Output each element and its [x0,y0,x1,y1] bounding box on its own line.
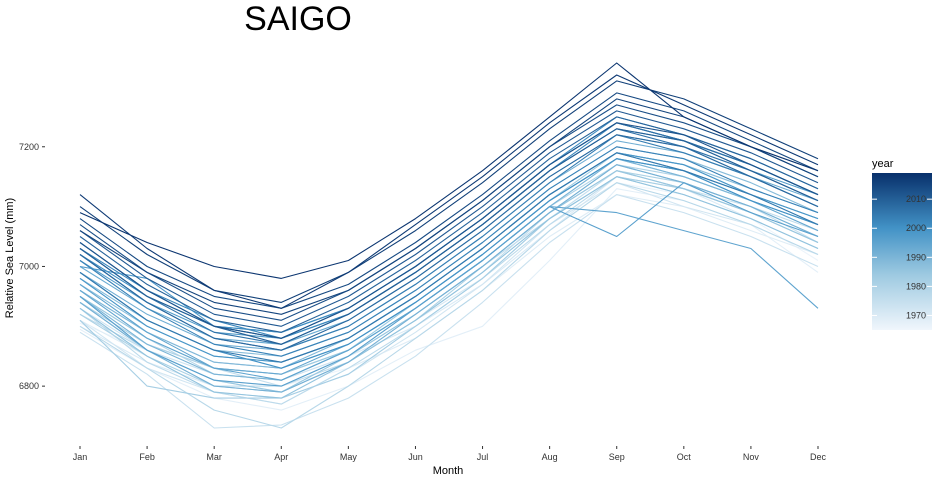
series-lines [79,62,819,429]
series-line-1985 [79,170,819,393]
legend-tick-label: 1970 [906,310,926,320]
x-tick-label: Aug [542,452,558,462]
series-line-1987 [79,152,819,363]
y-tick-label: 7000 [19,261,39,271]
series-line-2003 [79,146,819,357]
legend-ticks: 1970 1980 1990 2000 2010 [872,194,932,320]
x-axis: Jan Feb Mar Apr May Jun Jul Aug Sep Oct Nov Dec [73,446,827,462]
x-tick-label: Apr [274,452,288,462]
series-line-1979 [79,158,819,381]
x-tick-label: May [340,452,358,462]
series-line-1991 [79,164,819,393]
x-tick-label: Nov [743,452,760,462]
series-line-1984 [79,152,819,375]
x-tick-label: Dec [810,452,827,462]
x-tick-label: Oct [677,452,692,462]
legend-tick-label: 1980 [906,281,926,291]
y-axis: 6800 7000 7200 [19,142,45,391]
series-line-1992 [79,140,819,351]
x-axis-label: Month [433,465,464,477]
series-line-1996 [79,182,819,387]
series-line-1971 [79,170,819,393]
x-tick-label: Jul [477,452,489,462]
series-line-1983 [79,158,819,369]
series-line-1986 [79,176,819,399]
series-line-2000 [79,158,819,369]
series-line-1978 [79,182,819,429]
series-line-2009 [79,116,819,333]
series-line-2014 [79,92,819,309]
legend-tick-label: 2000 [906,223,926,233]
legend-colorbar [872,173,932,330]
x-tick-label: Feb [139,452,155,462]
chart-title: SAIGO [244,0,352,38]
series-line-2017 [79,74,819,309]
series-line-1981 [79,170,819,393]
x-tick-label: Jun [408,452,423,462]
series-line-2005 [79,152,819,363]
series-line-1997 [79,128,819,339]
y-tick-label: 6800 [19,381,39,391]
color-legend: year 1970 1980 1990 2000 2010 [872,158,932,330]
series-line-1993 [79,134,819,345]
legend-tick-label: 1990 [906,252,926,262]
y-tick-label: 7200 [19,142,39,152]
series-line-1988 [79,146,819,357]
series-line-1970 [79,176,819,387]
series-line-2018 [79,62,819,279]
legend-title: year [872,158,894,170]
series-line-1982 [79,176,819,399]
series-line-1980 [79,164,819,375]
series-line-1974 [79,194,819,429]
series-line-1972 [79,182,819,399]
series-line-1990 [79,158,819,381]
y-axis-label: Relative Sea Level (mm) [4,198,16,318]
series-line-2010 [79,128,819,345]
series-line-2008 [79,134,819,351]
series-line-2016 [79,80,819,303]
x-tick-label: Jan [73,452,88,462]
series-line-2012 [79,122,819,339]
series-line-2011 [79,110,819,327]
legend-tick-label: 2010 [906,194,926,204]
series-line-1999 [79,152,819,363]
series-line-1998 [79,122,819,333]
x-tick-label: Mar [206,452,222,462]
x-tick-label: Sep [609,452,625,462]
